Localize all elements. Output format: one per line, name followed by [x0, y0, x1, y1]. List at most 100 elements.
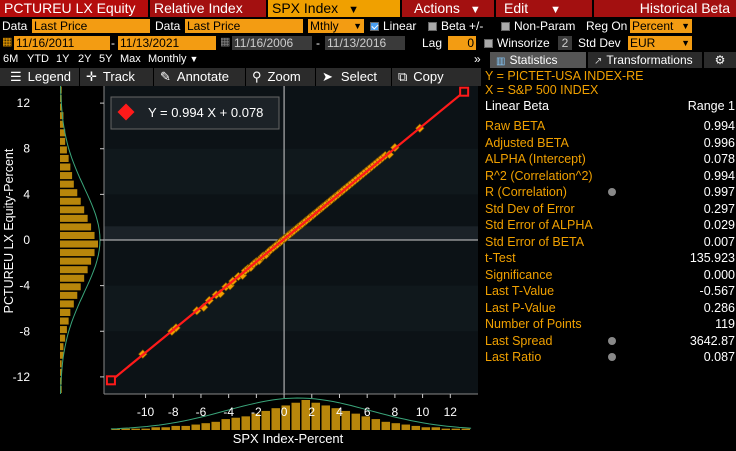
y-hist-bar [60, 163, 71, 171]
y-hist-bar [60, 137, 66, 145]
y-hist-bar [60, 360, 62, 368]
period-max[interactable]: Max [120, 53, 141, 65]
stat-row[interactable]: Std Dev of Error 0.297 [485, 201, 735, 217]
stat-row[interactable]: Last P-Value 0.286 [485, 300, 735, 316]
data-field-x[interactable]: Last Price [185, 19, 303, 33]
equation-box[interactable]: Y = 0.994 X + 0.078 [110, 96, 280, 130]
stat-row[interactable]: Raw BETA 0.994 [485, 118, 735, 134]
annotate-button[interactable]: ✎ Annotate [154, 68, 246, 86]
y-hist-bar [60, 274, 85, 282]
x-hist-bar [311, 402, 321, 430]
expand-icon[interactable]: » [474, 52, 481, 66]
y-hist-bar [60, 189, 78, 197]
menu-spx-index[interactable]: SPX Index ▼ [268, 0, 400, 17]
y-tick-label: 12 [17, 96, 31, 110]
legend-button[interactable]: ☰ Legend [0, 68, 80, 86]
data-field-y[interactable]: Last Price [32, 19, 150, 33]
x-histogram [110, 397, 472, 430]
currency-select[interactable]: EUR ▼ [628, 36, 692, 50]
x-tick-label: 2 [308, 405, 315, 419]
x-hist-bar [211, 421, 220, 430]
stat-name: Significance [485, 267, 553, 282]
x-hist-bar [181, 425, 190, 430]
info-icon[interactable] [608, 353, 616, 361]
x-hist-bar [361, 416, 371, 430]
period-2y[interactable]: 2Y [78, 53, 92, 65]
y-hist-bar [60, 249, 95, 257]
settings-row-1: Data Last Price Data Last Price Mthly ▼ L… [0, 18, 736, 34]
stat-row[interactable]: Significance 0.000 [485, 267, 735, 283]
stat-name: ALPHA (Intercept) [485, 152, 586, 166]
period-ytd[interactable]: YTD [27, 53, 49, 65]
stats-y-security: Y = PICTET-USA INDEX-RE [485, 69, 644, 83]
stat-value: 0.297 [703, 201, 735, 216]
menu-historical-beta[interactable]: Historical Beta [594, 0, 736, 17]
winsorize-input[interactable]: 2 [558, 36, 572, 50]
stat-row[interactable]: Std Error of BETA 0.007 [485, 234, 735, 250]
nonparam-checkbox[interactable] [501, 22, 510, 31]
stat-name: Std Error of BETA [485, 234, 585, 249]
gear-icon[interactable]: ⚙ [704, 52, 736, 68]
stat-row[interactable]: Last Ratio 0.087 [485, 349, 735, 365]
chevron-down-icon: ▼ [353, 21, 362, 31]
copy-button[interactable]: ⧉ Copy [392, 68, 482, 86]
start-date-2[interactable]: 11/16/2006 [232, 36, 312, 50]
calendar-icon[interactable]: ▦ [220, 36, 231, 48]
end-date-2[interactable]: 11/13/2016 [325, 36, 405, 50]
cursor-icon: ➤ [322, 69, 333, 84]
stat-row[interactable]: Adjusted BETA 0.996 [485, 135, 735, 151]
zoom-button[interactable]: ⚲ Zoom [246, 68, 316, 86]
reg-on-select[interactable]: Percent ▼ [630, 19, 692, 33]
pencil-icon: ✎ [160, 69, 171, 84]
stat-value: 119 [715, 317, 735, 331]
regression-chart[interactable]: 12 8 4 0 -4 -8 -12 -10 -8 -6 -4 -2 0 2 4 6 8 10 12 Y = 0.… [0, 85, 482, 448]
track-button[interactable]: ✛ Track [80, 68, 154, 86]
menu-relative-index[interactable]: Relative Index [150, 0, 266, 17]
chevron-down-icon: ▼ [550, 4, 562, 16]
start-date-1[interactable]: 11/16/2011 [14, 36, 110, 50]
stat-row[interactable]: Last T-Value -0.567 [485, 283, 735, 299]
chevron-down-icon: ▼ [348, 4, 360, 16]
info-icon[interactable] [608, 188, 616, 196]
info-icon[interactable] [608, 336, 616, 345]
y-hist-bar [60, 206, 85, 214]
regression-chart-svg[interactable]: 12 8 4 0 -4 -8 -12 -10 -8 -6 -4 -2 0 2 4 6 8 10 12 Y = 0.… [0, 85, 482, 448]
end-date-1[interactable]: 11/13/2021 [118, 36, 216, 50]
data-label: Data [2, 19, 28, 33]
period-5y[interactable]: 5Y [99, 53, 113, 65]
frequency-select[interactable]: Monthly ▼ [148, 53, 199, 65]
stat-row[interactable]: Std Error of ALPHA 0.029 [485, 217, 735, 233]
security-title[interactable]: PCTUREU LX Equity [0, 0, 148, 17]
beta-checkbox[interactable] [428, 22, 437, 31]
menu-actions[interactable]: Actions ▼ [402, 0, 494, 17]
winsorize-checkbox[interactable] [484, 39, 493, 48]
stat-row[interactable]: Last Spread 3642.87 [485, 333, 735, 349]
period-1y[interactable]: 1Y [56, 53, 70, 65]
select-button[interactable]: ➤ Select [316, 68, 392, 86]
x-hist-bar [321, 405, 331, 430]
stat-row[interactable]: R (Correlation) 0.997 [485, 184, 735, 200]
x-hist-bar [131, 428, 140, 430]
menu-edit[interactable]: Edit ▼ [496, 0, 592, 17]
y-hist-bar [60, 103, 62, 111]
stat-row[interactable]: ALPHA (Intercept) 0.078 [485, 151, 735, 167]
x-tick-label: -8 [168, 405, 179, 419]
y-hist-bar [60, 291, 78, 299]
lag-input[interactable]: 0 [448, 36, 476, 50]
tab-transformations[interactable]: ↗ Transformations [588, 52, 702, 68]
x-hist-bar [261, 410, 270, 430]
linear-checkbox[interactable] [370, 22, 379, 31]
stat-name: t-Test [485, 251, 516, 265]
stat-row[interactable]: t-Test 135.923 [485, 250, 735, 266]
x-hist-bar [221, 419, 230, 430]
x-hist-bar [161, 427, 170, 430]
period-select[interactable]: Mthly ▼ [308, 19, 364, 33]
period-6m[interactable]: 6M [3, 53, 19, 65]
y-tick-label: 4 [23, 187, 30, 201]
tab-statistics[interactable]: ▥ Statistics [490, 52, 586, 68]
copy-icon: ⧉ [398, 69, 408, 84]
stat-name: R^2 (Correlation^2) [485, 168, 593, 183]
stat-row[interactable]: R^2 (Correlation^2) 0.994 [485, 168, 735, 184]
calendar-icon[interactable]: ▦ [2, 36, 13, 48]
stat-row[interactable]: Number of Points 119 [485, 316, 735, 332]
